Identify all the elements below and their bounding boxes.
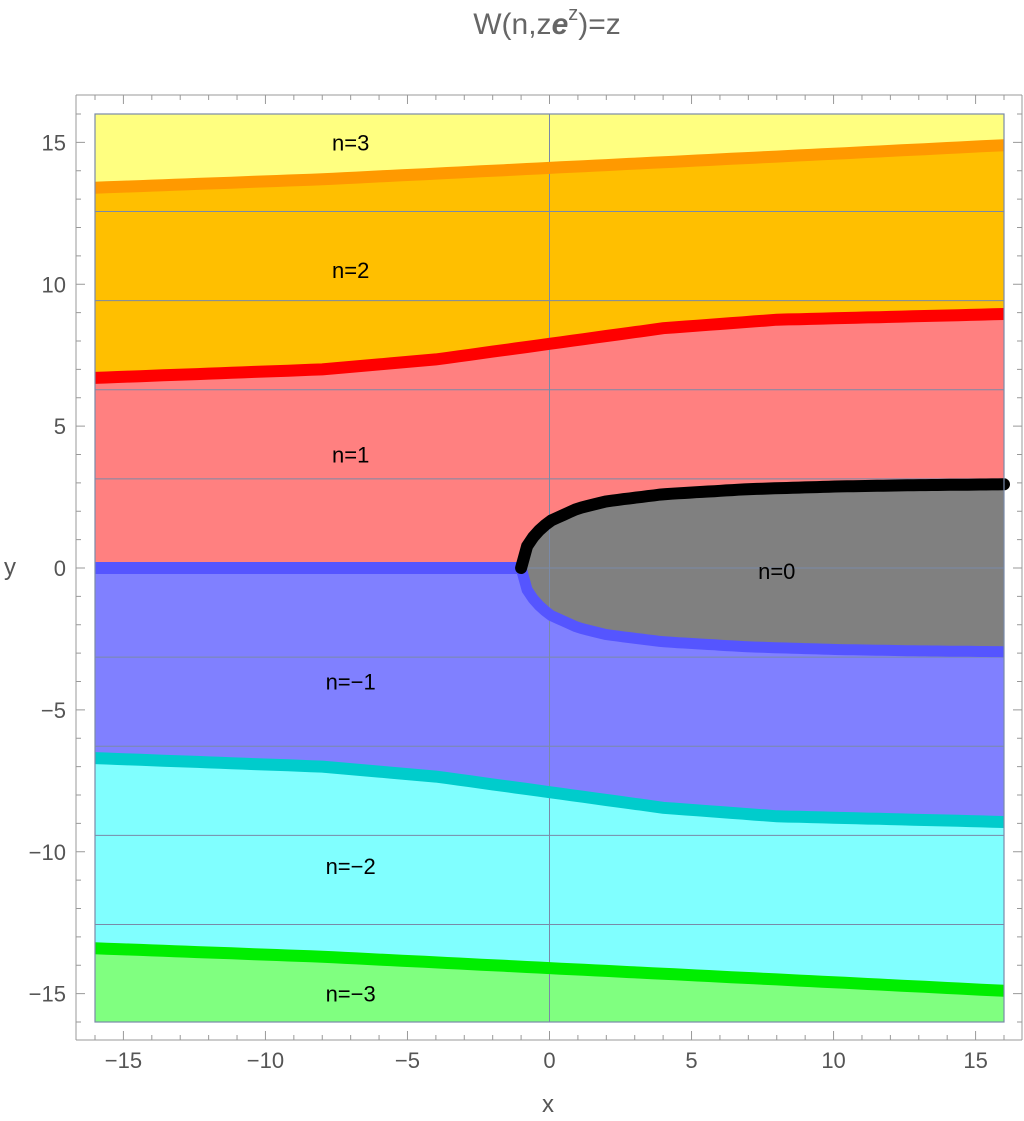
x-tick-label: 15	[963, 1048, 987, 1073]
boundary-n0-lower	[515, 566, 1005, 658]
boundary-line	[94, 308, 1005, 384]
y-axis-title: y	[4, 554, 16, 581]
region-label: n=0	[758, 559, 795, 584]
plot-frame	[94, 113, 1005, 1023]
boundary-line	[94, 139, 1005, 194]
boundary-line	[94, 752, 1005, 828]
region-label: n=1	[332, 443, 369, 468]
x-tick-label: −15	[105, 1048, 142, 1073]
y-tick-label: 15	[42, 130, 66, 155]
y-tick-label: −10	[29, 840, 66, 865]
boundary-n0-upper	[515, 478, 1010, 574]
region-label: n=3	[332, 130, 369, 155]
y-tick-label: −5	[41, 698, 66, 723]
x-tick-label: 0	[543, 1048, 555, 1073]
x-tick-label: −5	[395, 1048, 420, 1073]
boundary-line	[94, 942, 1005, 997]
region-label: n=−1	[326, 670, 376, 695]
x-tick-label: 5	[685, 1048, 697, 1073]
boundaries	[94, 139, 1010, 997]
y-tick-label: 10	[42, 272, 66, 297]
region-labels: n=3 n=2 n=1 n=0 n=−1 n=−2 n=−3	[326, 130, 796, 1006]
region-label: n=−3	[326, 982, 376, 1007]
x-axis: −15 −10 −5 0 5 10 15	[94, 95, 1005, 1073]
x-axis-title: x	[542, 1091, 554, 1118]
x-tick-label: 10	[821, 1048, 845, 1073]
y-tick-label: 0	[54, 556, 66, 581]
y-tick-label: −15	[29, 982, 66, 1007]
y-axis: −15 −10 −5 0 5 10 15	[29, 113, 1022, 1023]
region-label: n=−2	[326, 854, 376, 879]
y-tick-label: 5	[54, 414, 66, 439]
chart-title: W(n,zez)=z	[473, 3, 621, 41]
region-label: n=2	[332, 258, 369, 283]
x-tick-label: −10	[247, 1048, 284, 1073]
